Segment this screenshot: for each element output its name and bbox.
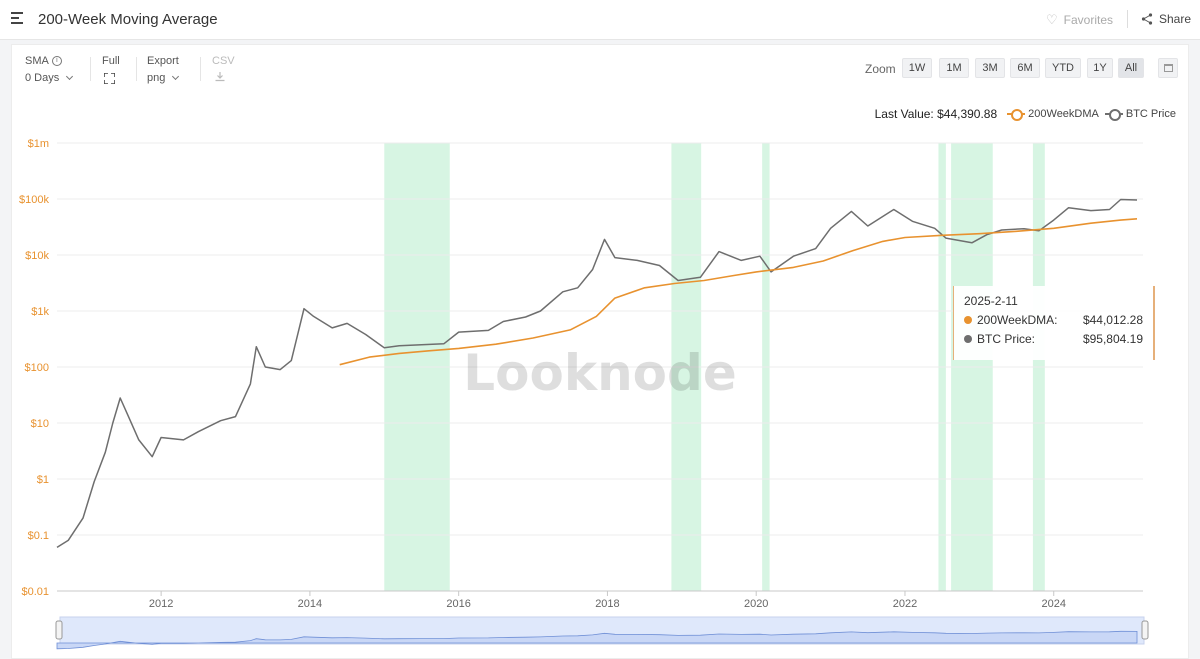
navigator-handle-left[interactable] xyxy=(55,620,63,640)
tooltip-label-dma: 200WeekDMA: xyxy=(977,313,1058,327)
control-divider xyxy=(136,57,137,81)
navigator-handle-right[interactable] xyxy=(1141,620,1149,640)
legend-item-dma[interactable]: 200WeekDMA xyxy=(1007,108,1099,121)
y-axis-ticks: $0.01 $0.1 $1 $10 $100 $1k $10k $100k $1m xyxy=(19,138,49,598)
x-tick-label: 2022 xyxy=(893,598,917,610)
y-tick-label: $0.1 xyxy=(28,530,49,542)
chart-tooltip: 2025-2-11 200WeekDMA: $44,012.28 BTC Pri… xyxy=(953,286,1155,360)
x-tick-label: 2020 xyxy=(744,598,768,610)
share-label: Share xyxy=(1159,12,1192,26)
csv-button[interactable]: CSV xyxy=(212,55,235,85)
legend-label-dma: 200WeekDMA xyxy=(1028,108,1099,120)
zoom-button-ytd[interactable]: YTD xyxy=(1045,58,1081,78)
tooltip-row-dma: 200WeekDMA: $44,012.28 xyxy=(964,313,1143,327)
last-value: Last Value: $44,390.88 xyxy=(874,107,998,121)
zoom-button-all[interactable]: All xyxy=(1118,58,1144,78)
series-line-btc-price xyxy=(56,198,1138,549)
chart-legend: Last Value: $44,390.88 200WeekDMA BTC Pr… xyxy=(875,107,1176,121)
range-navigator[interactable] xyxy=(55,616,1149,650)
favorites-label: Favorites xyxy=(1063,13,1114,27)
sma-label: SMA xyxy=(25,55,49,67)
tooltip-label-price: BTC Price: xyxy=(977,332,1036,346)
tooltip-value-price: $95,804.19 xyxy=(1082,332,1143,346)
tooltip-value-dma: $44,012.28 xyxy=(1082,313,1143,327)
y-tick-label: $1m xyxy=(28,138,49,150)
series-line-200weekdma xyxy=(339,218,1138,366)
heart-icon: ♡ xyxy=(1046,12,1058,27)
zoom-button-1w[interactable]: 1W xyxy=(902,58,932,78)
x-tick-label: 2014 xyxy=(298,598,322,610)
sma-select[interactable]: 0 Days xyxy=(25,72,74,84)
page-title: 200-Week Moving Average xyxy=(38,11,218,28)
control-divider xyxy=(200,57,201,81)
x-tick-label: 2024 xyxy=(1041,598,1065,610)
menu-icon[interactable] xyxy=(11,12,23,24)
full-button[interactable]: Full xyxy=(102,55,120,87)
info-icon[interactable]: i xyxy=(51,56,62,66)
zoom-button-1y[interactable]: 1Y xyxy=(1087,58,1113,78)
legend-item-price[interactable]: BTC Price xyxy=(1104,108,1176,121)
export-label: Export xyxy=(147,55,179,67)
legend-label-price: BTC Price xyxy=(1125,108,1176,120)
export-select[interactable]: png xyxy=(147,72,180,84)
export-control[interactable]: Export png xyxy=(147,55,180,84)
tooltip-dot-dma xyxy=(964,316,972,324)
tooltip-row-price: BTC Price: $95,804.19 xyxy=(964,332,1143,346)
y-tick-label: $0.01 xyxy=(21,586,49,598)
share-icon xyxy=(1141,13,1153,25)
x-tick-label: 2012 xyxy=(149,598,173,610)
control-divider xyxy=(90,57,91,81)
y-tick-label: $100 xyxy=(25,362,49,374)
y-tick-label: $100k xyxy=(19,194,49,206)
share-button[interactable]: Share xyxy=(1141,12,1191,26)
sma-value: 0 Days xyxy=(25,72,60,84)
csv-label: CSV xyxy=(212,55,235,67)
x-axis-ticks: 2012 2014 2016 2018 2020 2022 2024 xyxy=(149,591,1066,610)
calendar-icon[interactable] xyxy=(1158,58,1178,78)
export-value: png xyxy=(147,72,166,84)
header-divider xyxy=(1127,10,1128,28)
favorites-button[interactable]: ♡ Favorites xyxy=(1046,12,1113,28)
x-tick-label: 2018 xyxy=(595,598,619,610)
download-icon xyxy=(215,72,225,82)
y-tick-label: $1k xyxy=(31,306,49,318)
full-label: Full xyxy=(102,55,120,67)
legend-marker-price xyxy=(1104,109,1123,121)
sma-control[interactable]: SMA i 0 Days xyxy=(25,55,74,84)
zoom-button-6m[interactable]: 6M xyxy=(1010,58,1040,78)
zoom-button-1m[interactable]: 1M xyxy=(939,58,969,78)
tooltip-date: 2025-2-11 xyxy=(964,294,1018,308)
legend-marker-dma xyxy=(1007,109,1026,121)
x-tick-label: 2016 xyxy=(446,598,470,610)
tooltip-dot-price xyxy=(964,335,972,343)
y-tick-label: $10 xyxy=(31,418,49,430)
y-tick-label: $1 xyxy=(37,474,49,486)
app-header: 200-Week Moving Average ♡ Favorites Shar… xyxy=(0,0,1200,40)
zoom-button-3m[interactable]: 3M xyxy=(975,58,1005,78)
y-tick-label: $10k xyxy=(25,250,49,262)
navigator-series-area xyxy=(56,630,1138,650)
watermark: Looknode xyxy=(463,344,736,402)
zoom-label: Zoom xyxy=(865,62,896,76)
